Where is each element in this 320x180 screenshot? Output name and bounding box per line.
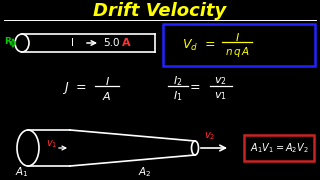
Text: I: I [70, 38, 74, 48]
Text: =: = [190, 82, 200, 94]
Text: $v_2$: $v_2$ [204, 130, 216, 142]
Text: $v_2$: $v_2$ [214, 75, 226, 87]
Text: $A_1 V_1 = A_2 V_2$: $A_1 V_1 = A_2 V_2$ [250, 141, 308, 155]
Text: A: A [122, 38, 131, 48]
Text: $I_2$: $I_2$ [173, 74, 183, 88]
Text: $n\,q\,A$: $n\,q\,A$ [225, 45, 250, 59]
Text: Drift Velocity: Drift Velocity [93, 2, 227, 20]
Text: $A$: $A$ [102, 90, 112, 102]
Text: $I$: $I$ [105, 75, 109, 87]
Text: $V_d$  =: $V_d$ = [182, 37, 216, 53]
Text: $I$: $I$ [235, 31, 239, 43]
Text: 5.0: 5.0 [103, 38, 119, 48]
Text: $I_1$: $I_1$ [173, 89, 183, 103]
Text: R: R [4, 37, 12, 46]
Text: $v_1$: $v_1$ [213, 90, 227, 102]
Text: $J$  =: $J$ = [62, 80, 87, 96]
Text: $A_1$: $A_1$ [15, 165, 29, 179]
Text: $A_2$: $A_2$ [138, 165, 152, 179]
Text: $v_1$: $v_1$ [46, 138, 58, 150]
